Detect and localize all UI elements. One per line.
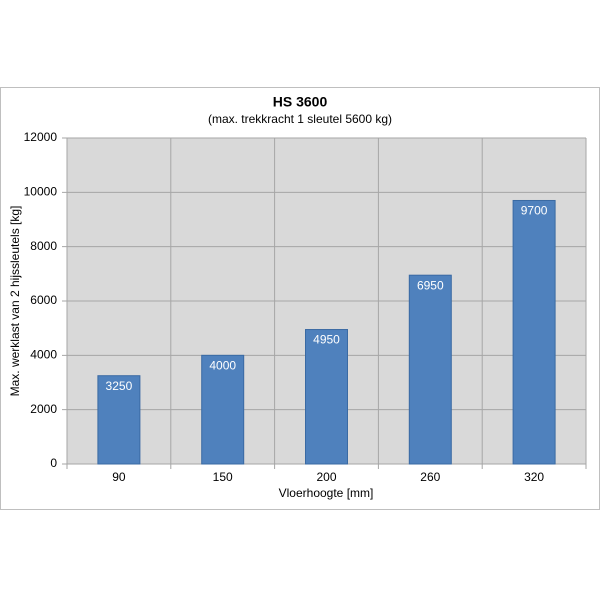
- bar: [512, 199, 556, 465]
- value-label: 4000: [209, 359, 236, 373]
- y-tick-label: 4000: [30, 348, 57, 362]
- x-tick-label: 200: [316, 470, 336, 484]
- x-axis-label: Vloerhoogte [mm]: [279, 486, 374, 500]
- x-tick-label: 150: [213, 470, 233, 484]
- y-tick-label: 2000: [30, 402, 57, 416]
- value-label: 6950: [417, 278, 444, 292]
- value-label: 9700: [521, 204, 548, 218]
- bar: [408, 274, 452, 465]
- value-label: 3250: [106, 379, 133, 393]
- x-tick-label: 320: [524, 470, 544, 484]
- y-tick-label: 12000: [24, 130, 58, 144]
- bar: [305, 329, 348, 465]
- y-axis-label: Max. werklast van 2 hijssleutels [kg]: [8, 206, 22, 397]
- bar: [97, 375, 141, 465]
- x-tick-label: 260: [420, 470, 440, 484]
- value-label: 4950: [313, 333, 340, 347]
- x-tick-label: 90: [112, 470, 126, 484]
- bar: [201, 354, 245, 465]
- y-tick-label: 6000: [30, 293, 57, 307]
- y-tick-label: 8000: [30, 239, 57, 253]
- y-tick-label: 0: [50, 456, 57, 470]
- chart-title: HS 3600: [273, 94, 328, 110]
- y-tick-label: 10000: [24, 185, 58, 199]
- chart-subtitle: (max. trekkracht 1 sleutel 5600 kg): [208, 112, 392, 126]
